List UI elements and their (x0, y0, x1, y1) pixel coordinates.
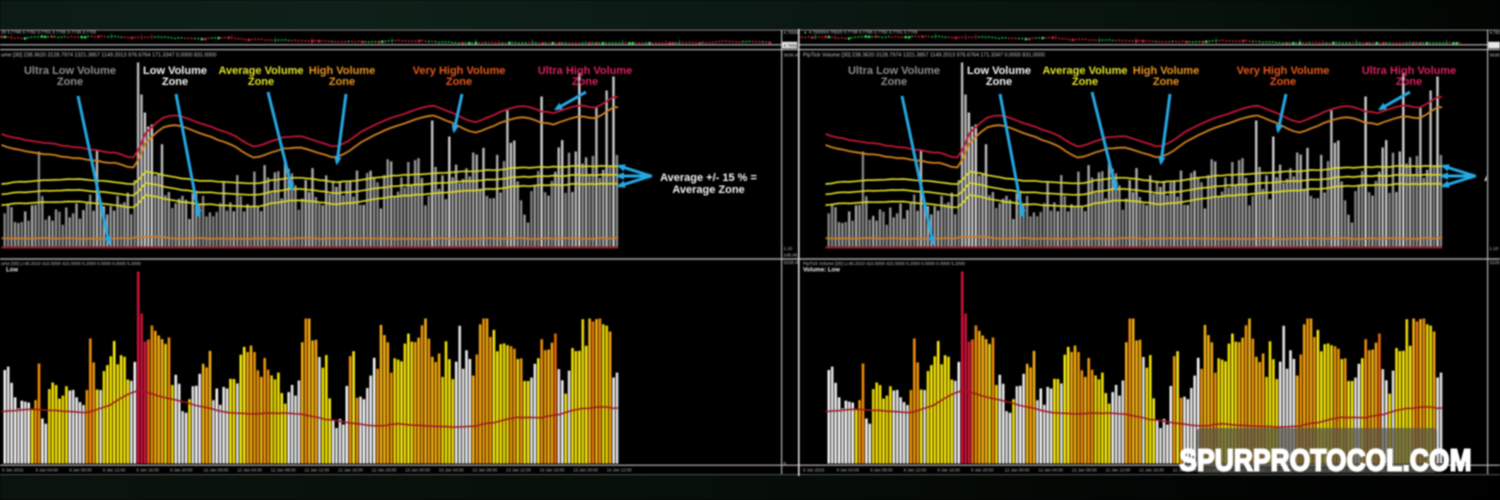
svg-text:9 Jan 08:00: 9 Jan 08:00 (870, 468, 893, 473)
svg-text:ume [30] 238.3620 3128.7974 13: ume [30] 238.3620 3128.7974 1321.3857 11… (1, 53, 216, 59)
svg-text:12 Jan 20:00: 12 Jan 20:00 (372, 468, 397, 473)
svg-text:9 Jan 04:00: 9 Jan 04:00 (837, 468, 860, 473)
svg-text:149.45: 149.45 (784, 253, 798, 258)
svg-text:9 Jan 04:00: 9 Jan 04:00 (36, 468, 59, 473)
svg-text:12 Jan 16:00: 12 Jan 16:00 (338, 468, 363, 473)
svg-text:12 Jan 00:00: 12 Jan 00:00 (1005, 468, 1030, 473)
svg-text:13 Jan 20:00: 13 Jan 20:00 (573, 468, 598, 473)
svg-text:13 Jan 16:00: 13 Jan 16:00 (540, 468, 565, 473)
svg-text:Low: Low (6, 268, 18, 274)
svg-text:SPURPROTOCOL.COM: SPURPROTOCOL.COM (1179, 444, 1471, 478)
svg-text:4.76500: 4.76500 (1490, 30, 1500, 35)
svg-text:13 Jan 00:00: 13 Jan 00:00 (405, 468, 430, 473)
svg-text:12 Jan 08:00: 12 Jan 08:00 (1072, 468, 1097, 473)
svg-text:3638.45: 3638.45 (784, 53, 801, 58)
svg-text:PipTick Volume [30] 238.3620 3: PipTick Volume [30] 238.3620 3128.7974 1… (803, 53, 1045, 59)
svg-text:9 Jan 16:00: 9 Jan 16:00 (136, 468, 159, 473)
svg-text:12 Jan 16:00: 12 Jan 16:00 (1139, 468, 1164, 473)
svg-text:1.10: 1.10 (1490, 246, 1499, 251)
svg-text:13 Jan 04:00: 13 Jan 04:00 (439, 468, 464, 473)
svg-text:12 Jan 00:00: 12 Jan 00:00 (204, 468, 229, 473)
svg-text:9 Jan 2015: 9 Jan 2015 (803, 468, 825, 473)
svg-text:12 Jan 12:00: 12 Jan 12:00 (304, 468, 329, 473)
svg-text:12 Jan 20:00: 12 Jan 20:00 (1173, 468, 1198, 473)
svg-text:1.10: 1.10 (784, 246, 793, 251)
svg-text:9 Jan 20:00: 9 Jan 20:00 (971, 468, 994, 473)
svg-text:ume [30] Li:46.2010 422.0000 4: ume [30] Li:46.2010 422.0000 422.0000 5.… (1, 261, 141, 266)
svg-text:9 Jan 12:00: 9 Jan 12:00 (103, 468, 126, 473)
svg-text:12 Jan 04:00: 12 Jan 04:00 (1038, 468, 1063, 473)
svg-text:4.76500: 4.76500 (784, 30, 801, 35)
svg-text:3228.46: 3228.46 (784, 260, 801, 265)
svg-text:14 Jan 12:00: 14 Jan 12:00 (607, 468, 632, 473)
svg-text:4.76500: 4.76500 (784, 43, 801, 48)
svg-text:12 Jan 08:00: 12 Jan 08:00 (271, 468, 296, 473)
svg-text:Volume: Low: Volume: Low (803, 268, 840, 274)
svg-text:8: 8 (784, 461, 787, 466)
svg-text:PipTick Volume [30] Li:46.2010: PipTick Volume [30] Li:46.2010 422.0000 … (803, 261, 965, 266)
svg-text:▲ 4.76500/4.76520 3.7738 3.778: ▲ 4.76500/4.76520 3.7738 3.7788 3.7782 3… (803, 30, 918, 35)
svg-text:9 Jan 08:00: 9 Jan 08:00 (69, 468, 92, 473)
svg-text:3638.45: 3638.45 (1490, 53, 1500, 58)
svg-text:12 Jan 12:00: 12 Jan 12:00 (1105, 468, 1130, 473)
svg-text:3228.46: 3228.46 (1490, 260, 1500, 265)
svg-text:9 Jan 2015: 9 Jan 2015 (2, 468, 24, 473)
svg-text:9 Jan 12:00: 9 Jan 12:00 (904, 468, 927, 473)
svg-text:9 Jan 16:00: 9 Jan 16:00 (937, 468, 960, 473)
svg-text:13 Jan 12:00: 13 Jan 12:00 (506, 468, 531, 473)
svg-text:12 Jan 04:00: 12 Jan 04:00 (237, 468, 262, 473)
svg-text:9 Jan 20:00: 9 Jan 20:00 (170, 468, 193, 473)
svg-text:38 3.7788 3.7782 3.7701 3.7705: 38 3.7788 3.7782 3.7701 3.7705 3.7735 3.… (1, 30, 97, 35)
svg-text:13 Jan 08:00: 13 Jan 08:00 (472, 468, 497, 473)
